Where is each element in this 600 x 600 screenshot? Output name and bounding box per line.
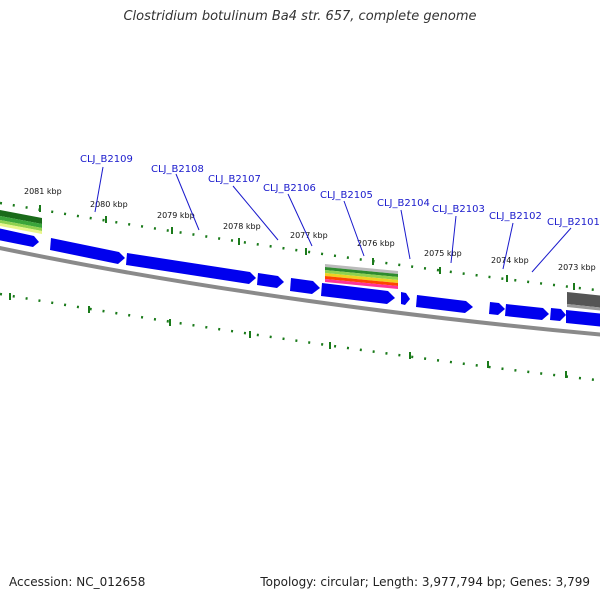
gene-label-b2101[interactable]: CLJ_B2101 (547, 217, 600, 228)
leader-b2106 (287, 193, 313, 247)
gene-label-b2106[interactable]: CLJ_B2106 (263, 183, 316, 194)
gene-label-b2103[interactable]: CLJ_B2103 (432, 204, 485, 215)
kbp-label-2079: 2079 kbp (157, 211, 195, 220)
feature-green-block (0, 210, 42, 234)
gene-label-b2109[interactable]: CLJ_B2109 (80, 154, 133, 165)
gene-label-b2105[interactable]: CLJ_B2105 (320, 190, 373, 201)
gene-arrow-6 (401, 292, 410, 305)
gene-arrow-10 (550, 308, 566, 321)
leader-b2107 (232, 185, 279, 241)
gene-arrow-7 (416, 295, 473, 313)
gene-arrow-5 (321, 283, 395, 304)
gene-arrow-8 (489, 302, 505, 315)
gene-arrow-1 (50, 238, 125, 264)
kbp-label-2077: 2077 kbp (290, 231, 328, 240)
gene-label-b2104[interactable]: CLJ_B2104 (377, 198, 430, 209)
kbp-label-2078: 2078 kbp (223, 222, 261, 231)
gene-label-b2107[interactable]: CLJ_B2107 (208, 174, 261, 185)
gene-arrow-right-edge (566, 310, 600, 327)
leader-b2102 (502, 222, 514, 270)
leader-b2109 (94, 166, 104, 213)
feature-grey-block (567, 292, 600, 311)
gene-arrow-4 (290, 278, 320, 294)
leader-b2101 (531, 227, 572, 273)
gene-arrow-9 (505, 304, 549, 320)
kbp-label-2081: 2081 kbp (24, 187, 62, 196)
lower-major-ticks (9, 293, 567, 378)
gene-arrow-3 (257, 273, 284, 288)
kbp-label-2075: 2075 kbp (424, 249, 462, 258)
kbp-label-2074: 2074 kbp (491, 256, 529, 265)
leader-b2104 (400, 209, 411, 260)
genome-stats-text: Topology: circular; Length: 3,977,794 bp… (260, 575, 590, 589)
gene-label-b2108[interactable]: CLJ_B2108 (151, 164, 204, 175)
gene-label-b2102[interactable]: CLJ_B2102 (489, 211, 542, 222)
leader-b2105 (343, 200, 365, 257)
kbp-label-2073: 2073 kbp (558, 263, 596, 272)
kbp-label-2076: 2076 kbp (357, 239, 395, 248)
genome-backbone (0, 245, 600, 337)
gene-arrows (0, 228, 600, 327)
upper-major-ticks (39, 205, 575, 290)
gene-arrow-2 (126, 253, 256, 284)
accession-text: Accession: NC_012658 (9, 575, 146, 589)
gene-arrow-left-edge (0, 228, 39, 247)
map-title: Clostridium botulinum Ba4 str. 657, comp… (123, 9, 477, 24)
leader-b2108 (175, 173, 200, 231)
kbp-label-2080: 2080 kbp (90, 200, 128, 209)
gene-leader-lines (94, 166, 572, 273)
feature-multicolor-block (325, 264, 398, 289)
leader-b2103 (450, 215, 457, 264)
